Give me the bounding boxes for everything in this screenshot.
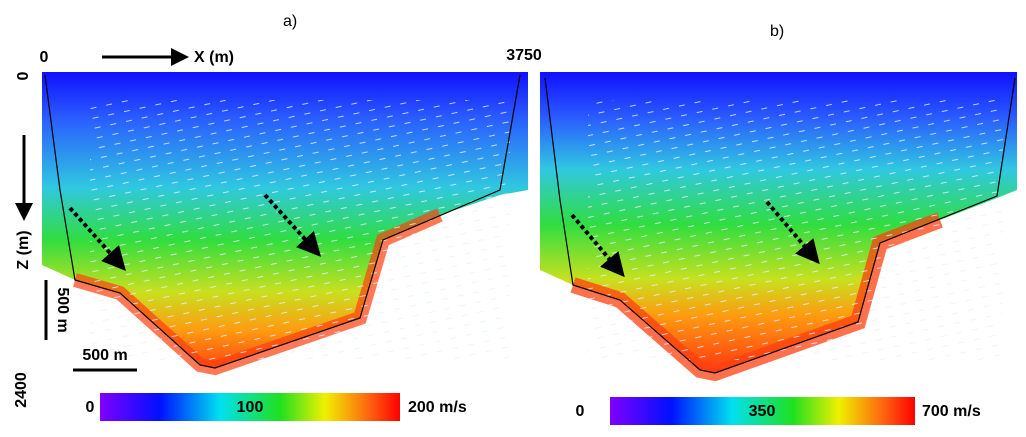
arrow [765, 200, 820, 265]
boundary [44, 74, 521, 369]
arrow [570, 213, 625, 278]
colorbar-label: 0 [86, 399, 95, 416]
scale-label: 500 m [82, 347, 127, 364]
colorbar-label: 100 [237, 399, 264, 416]
x-start: 0 [40, 49, 49, 66]
dashes [588, 100, 1003, 360]
colorbar-label: 200 m/s [408, 399, 467, 416]
colorbar [610, 397, 915, 425]
x-end: 3750 [506, 47, 542, 64]
panel-label: b) [770, 23, 784, 40]
z-end: 2400 [13, 372, 30, 408]
panel-label: a) [283, 13, 297, 30]
colorbar [100, 393, 400, 421]
z-axis-title: Z (m) [15, 230, 32, 269]
x-axis-title: X (m) [194, 49, 234, 66]
arrow [263, 193, 322, 257]
dashes [90, 100, 510, 360]
colorbar-label: 350 [749, 403, 776, 420]
boundary [544, 77, 1016, 374]
arrow [68, 206, 126, 271]
panel-b: b) 0 350 700 m/s [540, 23, 1017, 425]
z-start: 0 [15, 71, 32, 80]
panel-a: a) 0 3750 X (m) 0 2400 Z (m) 500 m 500 m… [13, 13, 542, 421]
scale-label: 500 m [54, 287, 71, 332]
colorbar-label: 0 [576, 403, 585, 420]
colorbar-label: 700 m/s [922, 403, 981, 420]
